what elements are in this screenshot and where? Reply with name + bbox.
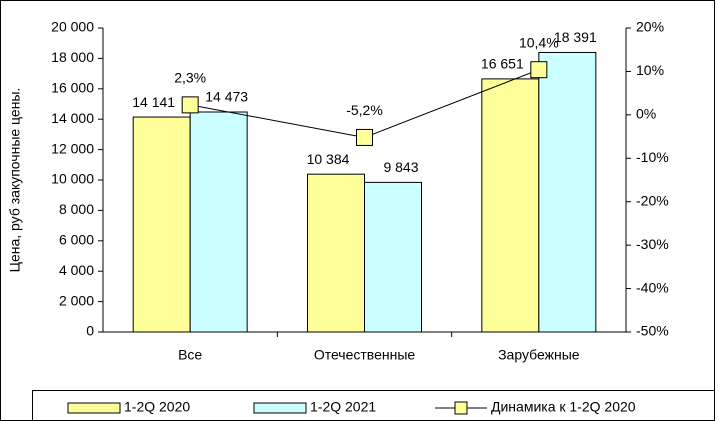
bar-value-label: 16 651 xyxy=(481,56,524,72)
y-tick-label: 20 000 xyxy=(51,19,94,35)
y2-tick-label: -30% xyxy=(636,236,669,252)
bar-value-label: 10 384 xyxy=(307,151,350,167)
bar-value-label: 9 843 xyxy=(383,159,418,175)
legend-swatch xyxy=(67,402,121,414)
y-tick-label: 2 000 xyxy=(59,292,94,308)
x-tick-label: Зарубежные xyxy=(498,347,580,363)
line-value-label: -5,2% xyxy=(346,102,383,118)
y-tick-label: 4 000 xyxy=(59,262,94,278)
bar-value-label: 14 141 xyxy=(132,94,175,110)
bar xyxy=(538,51,597,333)
y-tick-label: 10 000 xyxy=(51,171,94,187)
line-marker xyxy=(356,128,373,146)
y2-tick-label: 0% xyxy=(636,106,656,122)
y2-tick-label: -50% xyxy=(636,323,669,339)
line-marker xyxy=(181,96,199,114)
y2-tick-label: -40% xyxy=(636,279,669,295)
y-tick-label: 14 000 xyxy=(51,110,94,126)
line-value-label: 10,4% xyxy=(519,34,559,50)
bar xyxy=(189,111,248,333)
y2-tick-label: 20% xyxy=(636,19,664,35)
y2-tick-label: 10% xyxy=(636,62,664,78)
bar xyxy=(132,116,191,333)
y2-tick-label: -10% xyxy=(636,149,669,165)
line-marker xyxy=(530,61,548,79)
y-tick-label: 12 000 xyxy=(51,140,94,156)
bar-value-label: 14 473 xyxy=(205,89,248,105)
x-tick-label: Отечественные xyxy=(314,347,416,363)
bar xyxy=(364,181,422,333)
y-tick-label: 16 000 xyxy=(51,80,94,96)
legend-label: Динамика к 1-2Q 2020 xyxy=(491,399,636,415)
y-tick-label: 6 000 xyxy=(59,232,94,248)
y-tick-label: 8 000 xyxy=(59,201,94,217)
bar xyxy=(307,173,365,333)
y-tick-label: 0 xyxy=(86,323,94,339)
legend-swatch xyxy=(253,402,307,414)
y2-tick-label: -20% xyxy=(636,192,669,208)
bar-value-label: 18 391 xyxy=(554,29,597,45)
legend-label: 1-2Q 2020 xyxy=(124,399,190,415)
y-axis-label: Цена, руб закупочные цены. xyxy=(7,88,23,273)
bar xyxy=(481,78,540,333)
legend-marker xyxy=(454,401,468,415)
line-value-label: 2,3% xyxy=(174,70,206,86)
legend-label: 1-2Q 2021 xyxy=(310,399,376,415)
y-tick-label: 18 000 xyxy=(51,49,94,65)
x-tick-label: Все xyxy=(178,347,202,363)
